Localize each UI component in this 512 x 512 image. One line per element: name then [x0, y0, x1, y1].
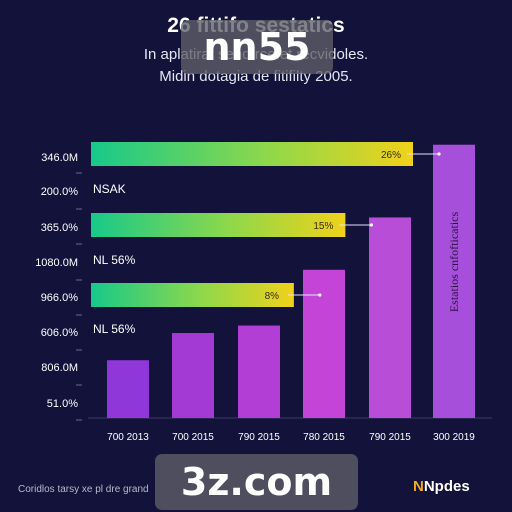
y-tick-label: 365.0% [41, 222, 79, 234]
x-tick-label: 790 2015 [238, 432, 280, 443]
bar-5 [369, 217, 411, 418]
band-leader-dot [437, 152, 441, 156]
band-label: 26% [381, 150, 401, 161]
bar-1 [107, 360, 149, 418]
band-leader-dot [369, 223, 373, 227]
band-2 [91, 213, 346, 237]
y-tick-label: 1080.0M [35, 257, 78, 269]
x-tick-label: 780 2015 [303, 432, 345, 443]
band-label: 15% [313, 221, 333, 232]
brand-rest: Npdes [423, 478, 470, 495]
band-leader-dot [318, 293, 322, 297]
bar-4 [303, 269, 345, 418]
inline-label: NL 56% [93, 253, 136, 267]
bar-3 [238, 325, 280, 418]
rotated-bar-label: Estatios cnfofticatics [447, 212, 461, 313]
x-tick-label: 300 2019 [433, 432, 475, 443]
y-tick-label: 966.0% [41, 292, 79, 304]
band-1 [91, 142, 413, 166]
inline-label: NL 56% [93, 322, 136, 336]
band-3 [91, 283, 294, 307]
y-tick-label: 806.0M [41, 362, 78, 374]
bar-6 [433, 144, 475, 418]
watermark-top: nn55 [181, 20, 333, 74]
x-tick-label: 790 2015 [369, 432, 411, 443]
bar-2 [172, 333, 214, 418]
watermark-bottom: 3z.com [155, 454, 358, 510]
y-tick-label: 346.0M [41, 152, 78, 164]
x-tick-label: 700 2015 [172, 432, 214, 443]
footer-brand: NNpdes [413, 478, 470, 495]
footer-note: Coridlos tarsy xe pl dre grand [18, 484, 149, 495]
y-tick-label: 606.0% [41, 327, 79, 339]
y-tick-label: 51.0% [47, 398, 78, 410]
inline-label: NSAK [93, 182, 126, 196]
band-label: 8% [265, 291, 280, 302]
y-tick-label: 200.0% [41, 186, 79, 198]
brand-accent: N [413, 478, 424, 495]
x-tick-label: 700 2013 [107, 432, 149, 443]
